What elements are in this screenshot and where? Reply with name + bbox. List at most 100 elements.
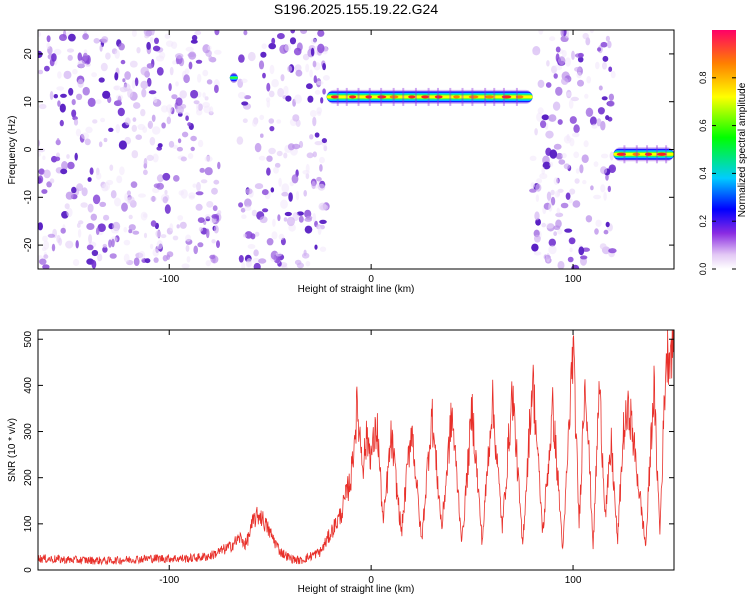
noise-blob (603, 191, 607, 201)
noise-blob (135, 134, 142, 140)
noise-blob (577, 56, 584, 63)
noise-blob (126, 190, 131, 196)
noise-blob (144, 258, 151, 264)
noise-blob (545, 82, 552, 88)
noise-blob (86, 223, 95, 230)
noise-blob (277, 214, 281, 222)
noise-blob (124, 117, 131, 126)
noise-blob (155, 230, 162, 238)
noise-blob (43, 254, 49, 259)
noise-blob (76, 93, 83, 101)
noise-blob (268, 42, 277, 50)
noise-blob (272, 218, 276, 227)
noise-blob (93, 38, 100, 44)
noise-blob (261, 189, 269, 196)
noise-blob (312, 60, 317, 68)
noise-blob (59, 34, 67, 41)
noise-blob (254, 183, 264, 190)
noise-blob (241, 78, 248, 84)
noise-blob (138, 193, 146, 198)
noise-blob (151, 114, 156, 123)
noise-blob (213, 225, 219, 234)
signal-peak (616, 152, 627, 156)
noise-blob (152, 153, 159, 163)
noise-blob (532, 51, 540, 55)
noise-blob (310, 47, 315, 57)
noise-blob (196, 181, 201, 192)
noise-blob (278, 233, 285, 240)
noise-blob (161, 122, 166, 129)
noise-blob (553, 143, 562, 150)
noise-blob (56, 234, 61, 244)
noise-blob (593, 194, 602, 200)
noise-blob (60, 227, 66, 234)
noise-blob (252, 257, 261, 264)
noise-blob (147, 120, 153, 129)
noise-blob (600, 166, 608, 175)
noise-blob (68, 87, 74, 96)
noise-blob (172, 235, 179, 241)
noise-blob (550, 196, 556, 206)
noise-blob (529, 188, 537, 193)
noise-blob (607, 100, 615, 107)
noise-blob (307, 95, 314, 103)
noise-blob (63, 70, 72, 80)
noise-blob (571, 264, 580, 269)
noise-blob (549, 161, 554, 167)
noise-blob (290, 30, 295, 34)
noise-blob (38, 31, 42, 37)
noise-blob (555, 86, 563, 96)
noise-blob (211, 239, 216, 244)
noise-blob (536, 112, 543, 122)
noise-blob (217, 210, 222, 215)
noise-blob (305, 63, 310, 73)
noise-blob (73, 118, 79, 126)
noise-blob (44, 65, 50, 72)
noise-blob (321, 138, 327, 144)
noise-blob (561, 77, 569, 85)
noise-blob (80, 202, 88, 208)
noise-blob (67, 54, 73, 61)
noise-blob (192, 183, 197, 188)
noise-blob (49, 91, 54, 100)
noise-blob (66, 154, 70, 159)
noise-blob (61, 161, 68, 171)
signal-sidelobe (345, 87, 348, 106)
noise-blob (204, 167, 213, 176)
noise-blob (120, 59, 126, 65)
signal-sidelobe (461, 87, 464, 106)
noise-blob (600, 41, 608, 48)
noise-blob (99, 44, 103, 52)
signal-sidelobe (427, 87, 430, 106)
noise-blob (131, 30, 137, 37)
noise-blob (287, 65, 293, 73)
noise-blob (250, 233, 256, 240)
signal-peak (434, 95, 443, 99)
noise-blob (571, 50, 575, 60)
noise-blob (159, 51, 166, 59)
noise-blob (316, 107, 323, 114)
noise-blob (97, 253, 103, 262)
noise-blob (271, 79, 279, 88)
noise-blob (138, 250, 146, 260)
noise-blob (102, 243, 108, 248)
noise-blob (57, 100, 61, 107)
noise-blob (545, 222, 554, 229)
noise-blob (202, 92, 206, 98)
noise-blob (204, 96, 209, 101)
noise-blob (103, 214, 110, 221)
noise-blob (102, 90, 111, 99)
noise-blob (312, 116, 317, 127)
snr-xtick-label: 0 (368, 575, 374, 586)
noise-blob (608, 93, 615, 101)
noise-blob (140, 80, 149, 90)
noise-blob (322, 88, 326, 95)
noise-blob (203, 105, 211, 114)
noise-blob (181, 263, 190, 269)
noise-blob (599, 243, 607, 250)
noise-blob (136, 47, 141, 54)
noise-blob (95, 99, 102, 105)
noise-blob (576, 71, 582, 79)
noise-blob (596, 118, 602, 127)
noise-blob (149, 36, 154, 44)
